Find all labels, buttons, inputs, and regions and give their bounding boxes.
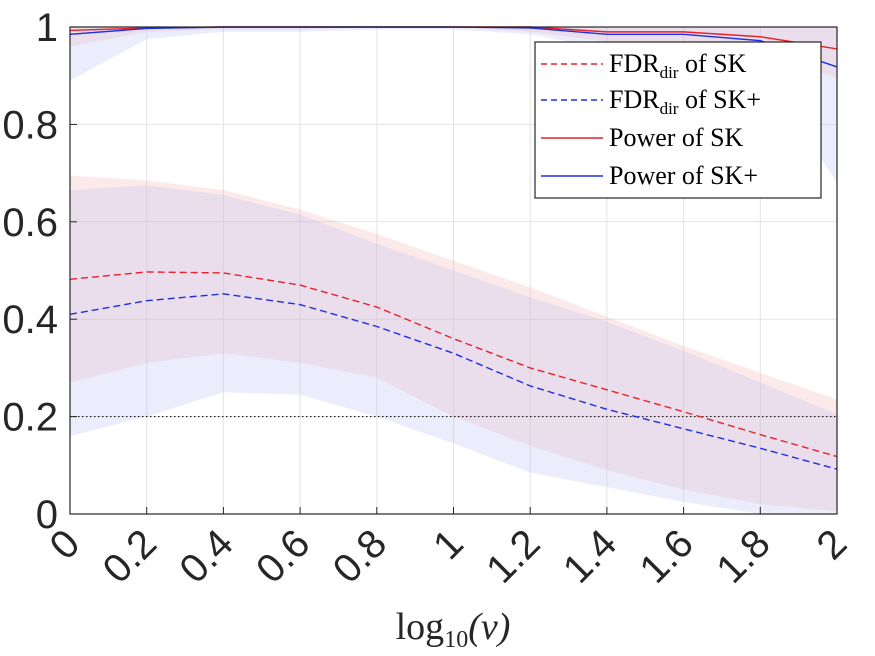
- x-tick-label-5: 1: [425, 521, 472, 568]
- legend-label-power-skplus: Power of SK+: [609, 161, 758, 190]
- x-tick-label-8: 1.6: [632, 521, 702, 591]
- x-tick-label-7: 1.4: [555, 521, 625, 591]
- y-tick-label-2: 0.4: [2, 298, 58, 342]
- legend: FDRdir of SK FDRdir of SK+ Power of SK P…: [534, 41, 822, 199]
- y-tick-label-4: 0.8: [2, 103, 58, 147]
- y-tick-label-5: 1: [36, 6, 58, 50]
- legend-label-power-sk: Power of SK: [609, 123, 744, 152]
- legend-label-fdr-skplus: FDRdir of SK+: [609, 85, 761, 118]
- band-series-0: [70, 175, 837, 512]
- legend-label-fdr-sk: FDRdir of SK: [609, 49, 747, 82]
- x-axis-label-base: log: [396, 606, 445, 648]
- x-tick-label-10: 2: [809, 521, 856, 568]
- x-axis-label-sub: 10: [444, 627, 468, 653]
- x-axis-ticks: 0 0.2 0.4 0.6 0.8 1 1.2 1.4 1.6 1.8 2: [42, 507, 856, 592]
- y-tick-label-1: 0.2: [2, 396, 58, 440]
- x-tick-label-1: 0.2: [95, 521, 165, 591]
- x-tick-label-6: 1.2: [478, 521, 548, 591]
- x-tick-label-9: 1.8: [708, 521, 778, 591]
- band-series-1: [70, 185, 837, 514]
- x-axis-label-arg: (ν): [468, 606, 510, 648]
- y-tick-label-0: 0: [36, 493, 58, 537]
- x-tick-label-2: 0.4: [171, 521, 241, 591]
- legend-box: [534, 41, 822, 199]
- series-line-1: [69, 293, 838, 470]
- y-tick-label-3: 0.6: [2, 201, 58, 245]
- x-axis-label: log10(ν): [396, 606, 511, 653]
- x-tick-label-4: 0.8: [325, 521, 395, 591]
- band-series-2: [70, 27, 837, 79]
- y-axis-ticks: 0 0.2 0.4 0.6 0.8 1: [2, 6, 77, 537]
- series-line-0: [69, 271, 838, 458]
- x-tick-label-3: 0.6: [248, 521, 318, 591]
